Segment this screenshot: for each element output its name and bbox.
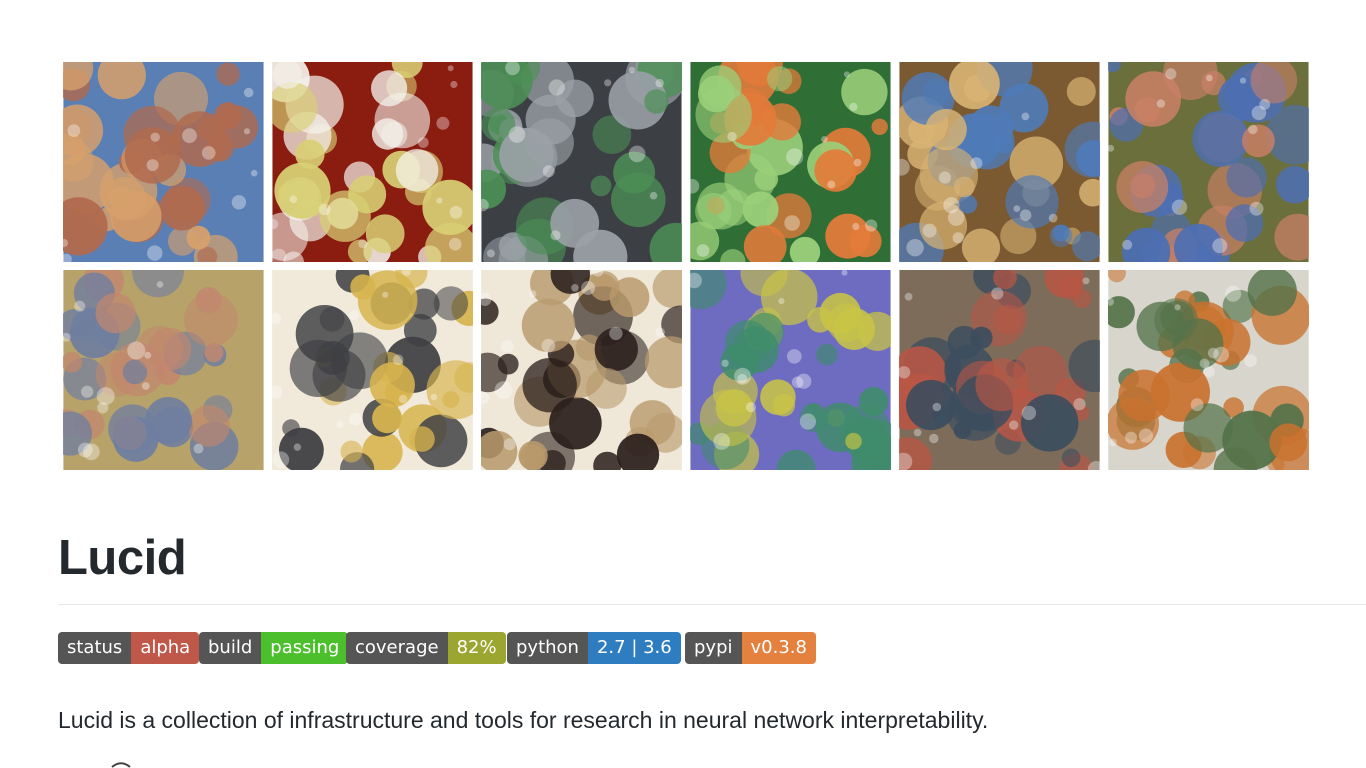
build-badge[interactable]: build passing (199, 632, 349, 664)
status-badge[interactable]: status alpha (58, 632, 200, 664)
coverage-badge-key: coverage (346, 632, 448, 664)
title-divider (58, 604, 1366, 605)
legs-and-shorts-image (1108, 62, 1309, 262)
pastel-blobs-image (63, 270, 264, 470)
electronic-devices-image (481, 62, 682, 262)
status-badge-key: status (58, 632, 132, 664)
woven-braid-pattern-image (63, 62, 264, 262)
python-badge-key: python (507, 632, 588, 664)
pypi-badge[interactable]: pypi v0.3.8 (685, 632, 816, 664)
build-badge-key: build (199, 632, 262, 664)
python-badge-value: 2.7 | 3.6 (587, 632, 681, 664)
pypi-badge-value: v0.3.8 (741, 632, 816, 664)
page-title: Lucid (58, 531, 187, 585)
partial-image-icon (111, 762, 131, 768)
build-badge-value: passing (261, 632, 349, 664)
pypi-badge-key: pypi (685, 632, 742, 664)
project-description: Lucid is a collection of infrastructure … (58, 707, 989, 733)
python-badge[interactable]: python 2.7 | 3.6 (507, 632, 681, 664)
image-gallery (63, 62, 1309, 470)
keyboard-text-image (272, 270, 473, 470)
colored-patches-image (690, 270, 891, 470)
black-beads-chain-image (481, 270, 682, 470)
coverage-badge-value: 82% (447, 632, 506, 664)
ornate-towers-image (899, 62, 1100, 262)
food-dishes-image (1108, 270, 1309, 470)
coverage-badge[interactable]: coverage 82% (346, 632, 506, 664)
eyes-and-masks-image (899, 270, 1100, 470)
status-badge-value: alpha (131, 632, 200, 664)
orange-flowers-image (690, 62, 891, 262)
fuzzy-pom-poms-image (272, 62, 473, 262)
